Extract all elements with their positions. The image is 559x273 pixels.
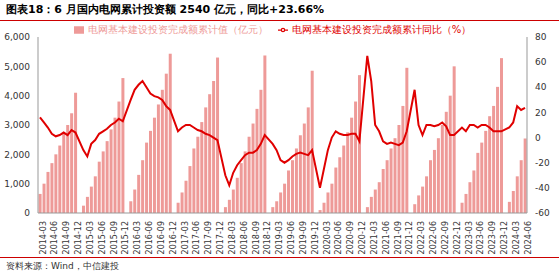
svg-text:2,000: 2,000 [8,150,30,160]
svg-text:2015-06: 2015-06 [98,221,107,254]
html-text:图表18：6 月国内电网累计投资额 2540 亿元，同比+2: 图表18：6 月国内电网累计投资额 2540 亿元，同比+23.66% [6,3,325,16]
svg-text:40: 40 [535,82,547,92]
svg-text:0: 0 [535,133,541,143]
svg-text:2021-06: 2021-06 [382,221,391,254]
svg-text:2016-12: 2016-12 [169,221,178,254]
svg-text:60: 60 [535,57,547,67]
svg-text:2022-03: 2022-03 [417,221,426,254]
svg-text:2017-06: 2017-06 [192,221,201,254]
svg-text:2021-12: 2021-12 [405,221,414,254]
svg-text:2022-12: 2022-12 [453,221,462,254]
svg-text:2014-12: 2014-12 [74,221,83,254]
svg-text:0: 0 [24,208,30,218]
svg-text:2015-09: 2015-09 [110,221,119,254]
svg-text:2021-03: 2021-03 [370,221,379,254]
svg-text:2014-09: 2014-09 [62,221,71,254]
svg-text:2014-03: 2014-03 [39,221,48,254]
svg-text:80: 80 [535,32,547,42]
svg-text:6,000: 6,000 [8,32,30,42]
svg-text:4,000: 4,000 [8,91,30,101]
svg-text:5,000: 5,000 [8,62,30,72]
svg-text:2019-06: 2019-06 [287,221,296,254]
svg-text:-20: -20 [535,158,550,168]
svg-text:2017-09: 2017-09 [204,221,213,254]
svg-text:2017-03: 2017-03 [181,221,190,254]
html-text:资料来源：Wind，中信建投: 资料来源：Wind，中信建投 [6,261,119,271]
html-text:电网基本建设投资完成额累计值（亿元）: 电网基本建设投资完成额累计值（亿元） [87,24,268,35]
svg-text:2019-09: 2019-09 [299,221,308,254]
svg-text:2015-03: 2015-03 [86,221,95,254]
svg-text:2020-09: 2020-09 [346,221,355,254]
svg-text:2017-12: 2017-12 [216,221,225,254]
svg-text:1,000: 1,000 [8,179,30,189]
svg-text:2019-03: 2019-03 [275,221,284,254]
svg-text:2020-06: 2020-06 [334,221,343,254]
svg-text:2020-12: 2020-12 [358,221,367,254]
svg-text:2020-03: 2020-03 [323,221,332,254]
svg-text:2016-03: 2016-03 [133,221,142,254]
svg-text:2022-06: 2022-06 [429,221,438,254]
svg-text:20: 20 [535,108,547,118]
svg-text:2016-09: 2016-09 [157,221,166,254]
svg-text:-60: -60 [535,208,550,218]
svg-text:2016-06: 2016-06 [145,221,154,254]
svg-text:2019-12: 2019-12 [311,221,320,254]
svg-text:2014-06: 2014-06 [50,221,59,254]
svg-text:3,000: 3,000 [8,120,30,130]
svg-text:2023-06: 2023-06 [476,221,485,254]
html-text:电网基本建设投资完成额累计同比（%）: 电网基本建设投资完成额累计同比（%） [291,24,472,35]
svg-text:2024-03: 2024-03 [512,221,521,254]
svg-text:2015-12: 2015-12 [121,221,130,254]
svg-text:2024-06: 2024-06 [524,221,533,254]
svg-text:2018-03: 2018-03 [228,221,237,254]
svg-text:2023-09: 2023-09 [488,221,497,254]
svg-text:2021-09: 2021-09 [394,221,403,254]
svg-text:2018-09: 2018-09 [252,221,261,254]
svg-text:2023-12: 2023-12 [500,221,509,254]
svg-text:2023-03: 2023-03 [465,221,474,254]
svg-text:2018-06: 2018-06 [240,221,249,254]
svg-text:2018-12: 2018-12 [263,221,272,254]
svg-text:-40: -40 [535,183,550,193]
svg-text:2022-09: 2022-09 [441,221,450,254]
